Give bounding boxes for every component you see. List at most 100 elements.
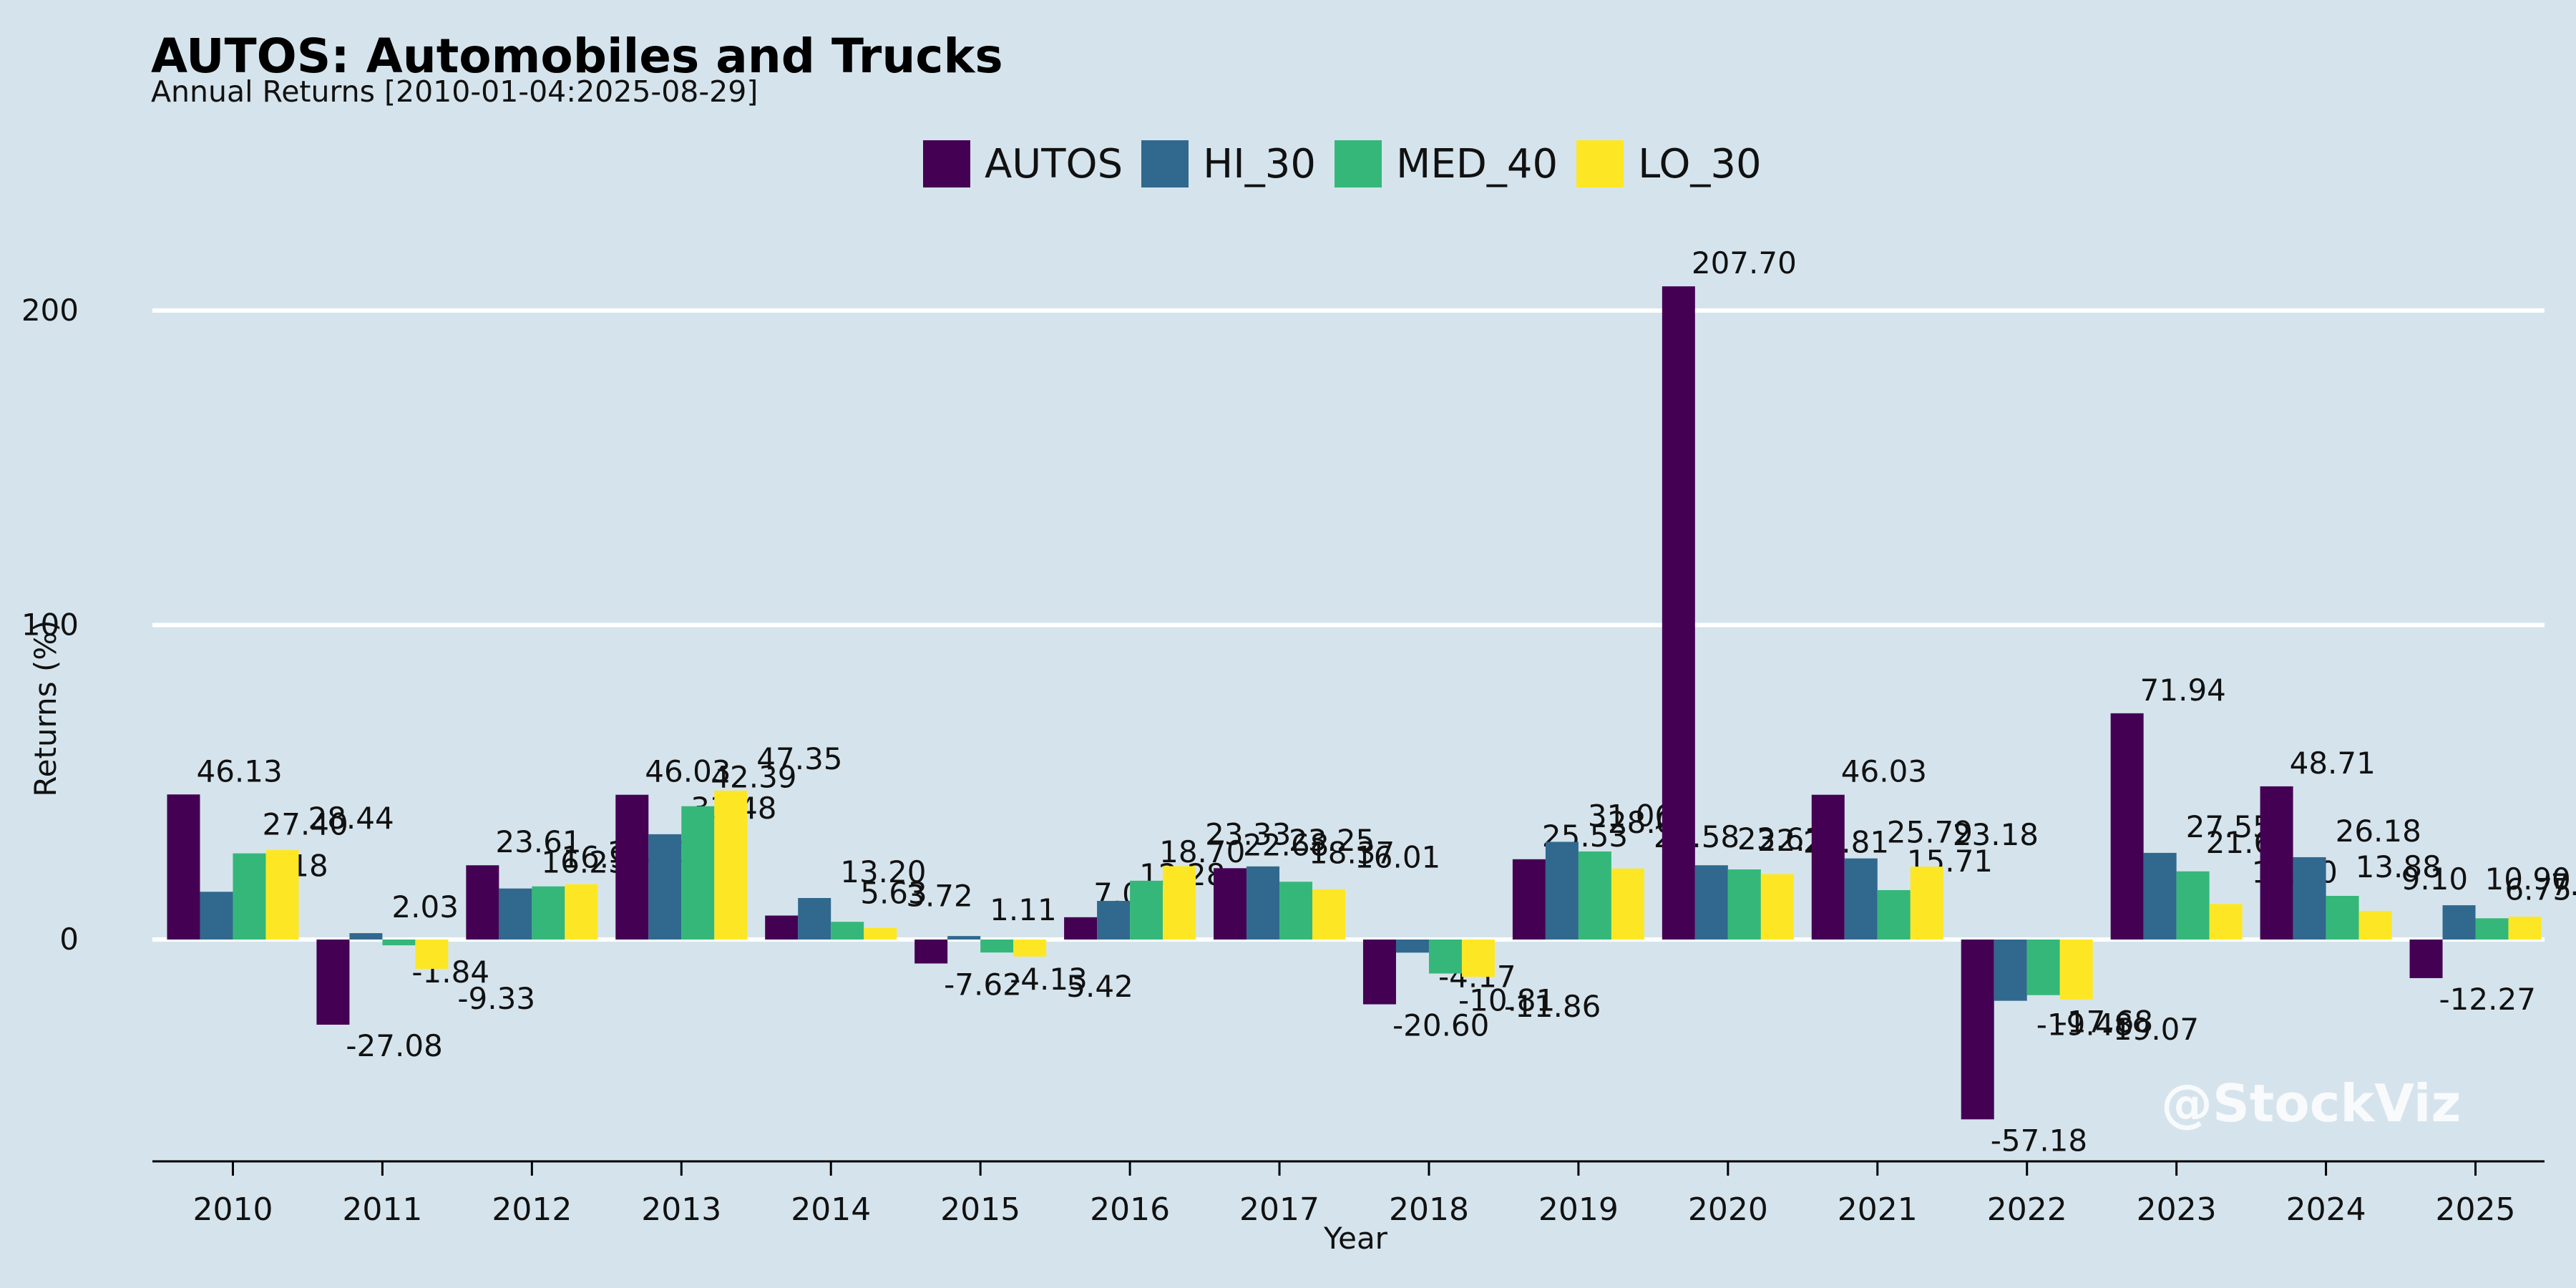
- bar-lo30-2017: [1312, 889, 1346, 940]
- data-label: 23.33: [1205, 816, 1291, 852]
- data-label: 46.03: [1841, 754, 1927, 789]
- data-label: 27.55: [2186, 809, 2272, 844]
- data-label: 48.71: [2290, 746, 2376, 781]
- data-label: -9.33: [457, 981, 535, 1016]
- x-tick-label: 2011: [342, 1191, 422, 1228]
- chart-title: AUTOS: Automobiles and Trucks: [151, 29, 1003, 84]
- data-label: 27.40: [262, 807, 348, 842]
- bar-autos-2012: [466, 865, 499, 940]
- x-tick-label: 2021: [1838, 1191, 1918, 1228]
- x-tick-label: 2023: [2137, 1191, 2217, 1228]
- x-axis-label: Year: [1323, 1221, 1388, 1256]
- bar-hi30-2024: [2293, 857, 2326, 940]
- data-label: 28.44: [308, 801, 394, 836]
- data-label: 207.70: [1692, 245, 1797, 280]
- bar-med40-2016: [1130, 880, 1163, 940]
- bar-lo30-2020: [1760, 874, 1794, 940]
- bar-hi30-2011: [349, 933, 383, 940]
- bar-lo30-2014: [864, 927, 897, 940]
- x-tick-label: 2012: [492, 1191, 572, 1228]
- x-tick-label: 2014: [791, 1191, 871, 1228]
- data-label: 23.61: [495, 824, 581, 859]
- data-label: 13.88: [2356, 849, 2441, 884]
- bar-med40-2011: [382, 940, 416, 946]
- bar-autos-2025: [2409, 940, 2443, 978]
- bar-lo30-2015: [1013, 940, 1047, 957]
- data-label: -5.42: [1055, 969, 1133, 1004]
- bar-autos-2016: [1064, 917, 1098, 940]
- data-label: 71.94: [2140, 673, 2226, 708]
- data-label: 46.03: [645, 754, 731, 789]
- bar-lo30-2021: [1910, 867, 1943, 940]
- bar-autos-2019: [1512, 859, 1546, 940]
- data-label: 47.35: [756, 741, 842, 776]
- data-label: -4.13: [1010, 962, 1088, 997]
- bar-lo30-2011: [415, 940, 449, 970]
- chart-legend: AUTOS HI_30 MED_40 LO_30: [923, 140, 1780, 187]
- legend-label-med40: MED_40: [1396, 140, 1558, 187]
- bar-med40-2024: [2326, 895, 2359, 940]
- bar-autos-2022: [1961, 940, 1994, 1120]
- bar-lo30-2025: [2508, 916, 2542, 940]
- bar-lo30-2018: [1461, 940, 1495, 977]
- legend-label-autos: AUTOS: [985, 140, 1123, 187]
- data-label: 18.70: [1159, 834, 1245, 869]
- bar-med40-2013: [681, 806, 715, 940]
- x-tick-label: 2022: [1987, 1191, 2067, 1228]
- legend-swatch-med40: [1335, 140, 1382, 187]
- bar-hi30-2016: [1097, 901, 1131, 940]
- data-label: 23.18: [1953, 817, 2039, 852]
- data-label: 5.63: [860, 875, 927, 910]
- bar-autos-2015: [914, 940, 948, 964]
- legend-label-hi30: HI_30: [1203, 140, 1317, 187]
- data-label: 23.25: [1289, 823, 1375, 858]
- bar-hi30-2023: [2143, 852, 2177, 940]
- legend-item-med40: MED_40: [1335, 140, 1558, 187]
- bar-med40-2018: [1428, 940, 1462, 974]
- bar-lo30-2012: [565, 884, 598, 940]
- bar-lo30-2016: [1163, 866, 1196, 940]
- bar-lo30-2019: [1611, 868, 1644, 940]
- data-label: 26.18: [2336, 814, 2421, 849]
- bar-autos-2010: [167, 794, 200, 940]
- data-label: -27.08: [346, 1028, 442, 1063]
- bar-autos-2017: [1214, 868, 1247, 940]
- bar-med40-2023: [2176, 871, 2210, 940]
- bar-hi30-2010: [200, 892, 233, 940]
- bar-med40-2014: [831, 922, 864, 940]
- bar-autos-2018: [1362, 940, 1396, 1005]
- data-label: -17.68: [2057, 1005, 2153, 1040]
- bar-hi30-2015: [947, 936, 981, 940]
- bar-med40-2010: [233, 853, 266, 940]
- bar-lo30-2010: [265, 850, 299, 940]
- data-label: -10.81: [1458, 983, 1555, 1018]
- watermark: @StockViz: [2161, 1073, 2462, 1133]
- data-label: -19.07: [2102, 1012, 2199, 1047]
- bar-med40-2025: [2475, 918, 2509, 940]
- data-label: -12.27: [2439, 982, 2536, 1017]
- data-label: 10.90: [2485, 862, 2571, 897]
- x-tick-label: 2020: [1688, 1191, 1768, 1228]
- data-label: -57.18: [1991, 1123, 2087, 1158]
- legend-item-hi30: HI_30: [1141, 140, 1316, 187]
- bar-hi30-2022: [1994, 940, 2027, 1001]
- data-label: -19.48: [2036, 1008, 2133, 1043]
- data-label: 18.37: [1309, 835, 1395, 870]
- x-tick-label: 2013: [641, 1191, 721, 1228]
- bar-hi30-2013: [648, 834, 682, 940]
- bar-med40-2022: [2026, 940, 2060, 995]
- data-label: -7.62: [944, 967, 1022, 1002]
- x-tick-label: 2024: [2286, 1191, 2366, 1228]
- bar-autos-2021: [1811, 794, 1845, 940]
- data-label: 42.39: [711, 760, 796, 795]
- bar-autos-2023: [2110, 713, 2144, 940]
- legend-item-autos: AUTOS: [923, 140, 1123, 187]
- data-label: -11.86: [1504, 989, 1601, 1024]
- bar-med40-2020: [1727, 869, 1761, 940]
- bar-med40-2017: [1279, 882, 1313, 940]
- data-label: 13.20: [840, 854, 926, 889]
- legend-swatch-autos: [923, 140, 970, 187]
- bar-autos-2013: [615, 794, 649, 940]
- data-label: 25.79: [1887, 815, 1973, 850]
- data-label: 9.10: [2401, 862, 2469, 897]
